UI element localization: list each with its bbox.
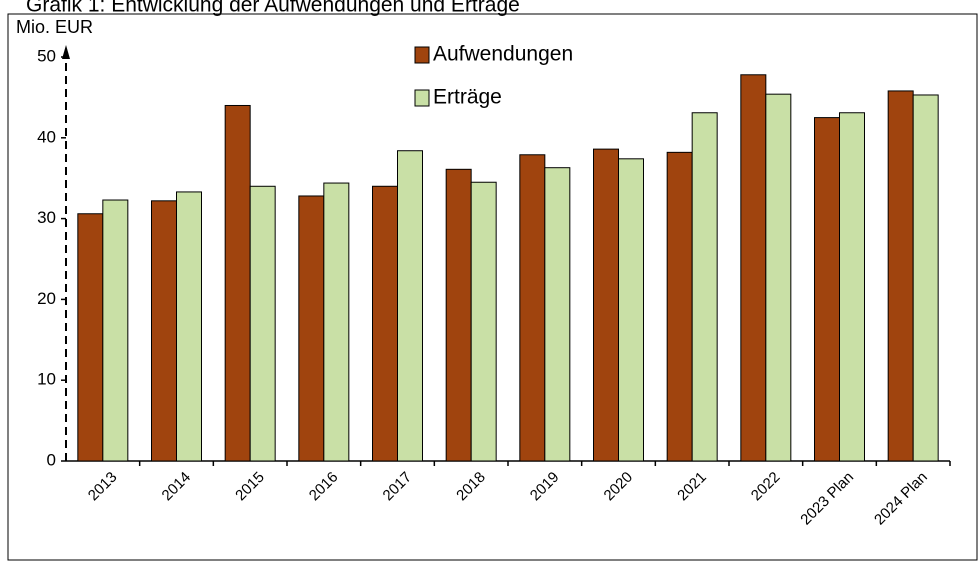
bar xyxy=(593,148,619,462)
bar xyxy=(765,93,792,462)
bar xyxy=(323,182,350,462)
bar xyxy=(397,150,423,462)
bar xyxy=(544,167,571,462)
bar xyxy=(618,158,644,462)
chart-title: Grafik 1: Entwicklung der Aufwendungen u… xyxy=(26,0,520,17)
y-axis-label: Mio. EUR xyxy=(16,17,93,37)
bar xyxy=(839,112,865,462)
y-tick-label: 0 xyxy=(47,450,56,469)
legend-swatch xyxy=(414,89,430,107)
y-tick-label: 10 xyxy=(37,370,56,389)
legend-label: Aufwendungen xyxy=(433,43,573,66)
bar xyxy=(224,104,251,462)
bar xyxy=(887,90,914,462)
y-tick-label: 20 xyxy=(37,289,56,308)
bar xyxy=(151,200,177,462)
bar xyxy=(691,112,718,462)
y-tick-label: 50 xyxy=(37,46,56,65)
y-axis-arrow xyxy=(62,45,70,59)
legend-label: Erträge xyxy=(433,86,502,109)
legend-swatch xyxy=(414,46,430,64)
bar xyxy=(298,195,325,462)
bar xyxy=(445,168,472,462)
bar xyxy=(814,117,840,462)
bar xyxy=(102,199,129,462)
bar xyxy=(470,181,497,462)
bar xyxy=(77,213,104,462)
bar xyxy=(176,191,202,462)
bar xyxy=(372,185,398,462)
bar xyxy=(519,154,546,462)
bar xyxy=(740,74,767,462)
bar xyxy=(249,185,276,462)
bar xyxy=(666,151,693,462)
y-tick-label: 30 xyxy=(37,208,56,227)
y-tick-label: 40 xyxy=(37,127,56,146)
bar xyxy=(912,94,939,462)
